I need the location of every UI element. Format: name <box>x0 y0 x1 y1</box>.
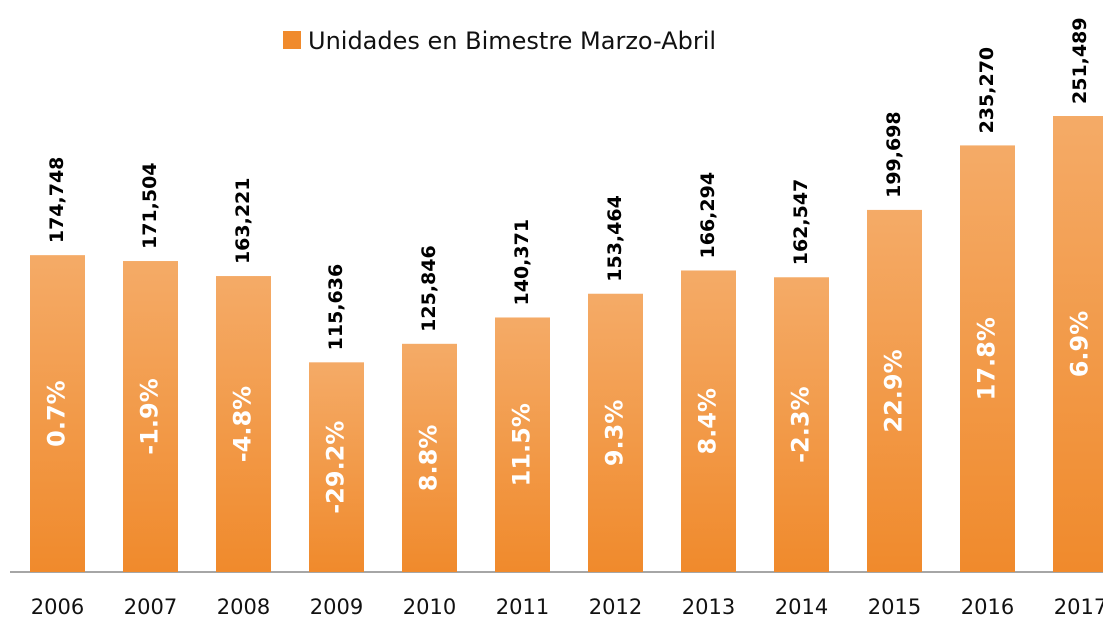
x-tick-label: 2011 <box>496 595 549 619</box>
value-label: 115,636 <box>325 264 347 351</box>
bar <box>867 209 922 572</box>
growth-label: 17.8% <box>973 317 1001 400</box>
legend-swatch <box>283 31 301 49</box>
bar <box>960 145 1015 572</box>
value-label: 174,748 <box>46 157 68 244</box>
growth-label: 8.4% <box>694 388 722 455</box>
x-tick-label: 2017 <box>1054 595 1103 619</box>
value-label: 171,504 <box>139 162 161 249</box>
bar <box>588 293 643 572</box>
growth-label: 11.5% <box>508 403 536 486</box>
value-label: 125,846 <box>418 245 440 332</box>
bar <box>123 261 178 572</box>
x-tick-label: 2014 <box>775 595 828 619</box>
x-tick-label: 2015 <box>868 595 921 619</box>
growth-label: -1.9% <box>136 378 164 455</box>
value-label: 199,698 <box>883 111 905 198</box>
value-label: 163,221 <box>232 178 254 265</box>
legend-label: Unidades en Bimestre Marzo-Abril <box>308 27 716 55</box>
value-label: 166,294 <box>697 172 719 259</box>
value-label: 140,371 <box>511 219 533 306</box>
bar <box>216 276 271 572</box>
bar <box>309 362 364 572</box>
growth-label: 6.9% <box>1066 311 1094 378</box>
bar <box>495 317 550 572</box>
x-tick-label: 2016 <box>961 595 1014 619</box>
bar <box>402 343 457 572</box>
growth-label: 22.9% <box>880 349 908 432</box>
bar <box>30 255 85 572</box>
x-tick-label: 2009 <box>310 595 363 619</box>
value-label: 153,464 <box>604 195 626 282</box>
growth-label: 0.7% <box>43 380 71 447</box>
bar <box>1053 116 1103 572</box>
x-tick-label: 2012 <box>589 595 642 619</box>
growth-label: -29.2% <box>322 421 350 514</box>
value-label: 162,547 <box>790 179 812 266</box>
x-tick-label: 2013 <box>682 595 735 619</box>
bar <box>681 270 736 572</box>
bar <box>774 277 829 572</box>
growth-label: -4.8% <box>229 386 257 463</box>
x-tick-label: 2007 <box>124 595 177 619</box>
growth-label: 8.8% <box>415 425 443 492</box>
value-label: 251,489 <box>1069 17 1091 104</box>
value-label: 235,270 <box>976 47 998 134</box>
growth-label: 9.3% <box>601 400 629 467</box>
x-tick-label: 2010 <box>403 595 456 619</box>
x-tick-label: 2008 <box>217 595 270 619</box>
growth-label: -2.3% <box>787 386 815 463</box>
x-tick-label: 2006 <box>31 595 84 619</box>
